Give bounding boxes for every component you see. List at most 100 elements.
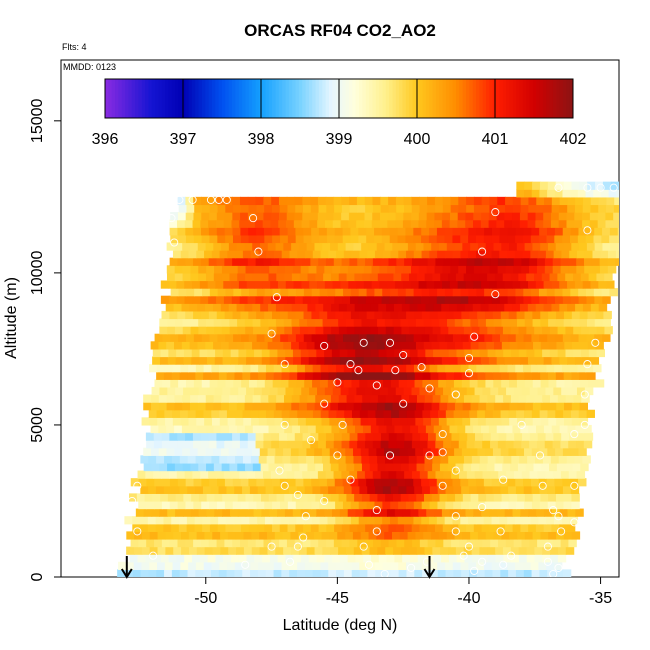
- sample-point: [623, 263, 630, 270]
- heatmap-cell: [556, 531, 565, 540]
- heatmap-cell: [281, 569, 290, 577]
- heatmap-cell: [409, 348, 419, 358]
- heatmap-cell: [290, 531, 299, 540]
- heatmap-cell: [501, 242, 510, 251]
- heatmap-cell: [351, 250, 361, 259]
- heatmap-cell: [504, 212, 513, 221]
- heatmap-cell: [544, 440, 554, 449]
- heatmap-cell: [365, 523, 374, 532]
- heatmap-cell: [413, 478, 422, 487]
- heatmap-cell: [360, 417, 370, 426]
- heatmap-cell: [377, 272, 387, 282]
- heatmap-cell: [432, 546, 441, 555]
- heatmap-cell: [377, 326, 387, 335]
- heatmap-cell: [404, 470, 413, 479]
- heatmap-cell: [192, 280, 201, 289]
- heatmap-cell: [169, 310, 178, 320]
- heatmap-cell: [253, 265, 262, 274]
- heatmap-cell: [307, 394, 316, 403]
- heatmap-cell: [275, 242, 284, 251]
- heatmap-cell: [278, 219, 287, 228]
- heatmap-cell: [294, 470, 303, 479]
- heatmap-cell: [159, 326, 168, 335]
- heatmap-cell: [407, 447, 416, 456]
- heatmap-cell: [532, 318, 541, 327]
- sample-point: [133, 390, 142, 399]
- heatmap-cell: [374, 478, 383, 487]
- flights-annotation: Flts: 4: [62, 42, 87, 52]
- heatmap-cell: [418, 508, 427, 517]
- heatmap-cell: [240, 234, 250, 244]
- heatmap-cell: [387, 356, 396, 365]
- heatmap-cell: [442, 523, 452, 532]
- heatmap-cell: [522, 561, 532, 570]
- heatmap-cell: [285, 356, 294, 365]
- heatmap-cell: [487, 394, 496, 403]
- heatmap-cell: [298, 531, 307, 540]
- heatmap-cell: [575, 508, 584, 517]
- heatmap-cell: [455, 341, 464, 350]
- heatmap-cell: [414, 379, 423, 388]
- heatmap-cell: [232, 538, 241, 548]
- heatmap-cell: [143, 394, 152, 403]
- heatmap-cell: [595, 379, 605, 388]
- heatmap-cell: [319, 379, 329, 388]
- heatmap-cell: [383, 379, 392, 388]
- heatmap-cell: [600, 189, 610, 198]
- heatmap-cell: [405, 500, 415, 510]
- heatmap-cell: [598, 303, 608, 312]
- heatmap-cell: [529, 470, 539, 479]
- heatmap-cell: [216, 257, 225, 266]
- heatmap-cell: [483, 234, 493, 244]
- heatmap-cell: [417, 554, 427, 563]
- heatmap-cell: [213, 424, 222, 434]
- heatmap-cell: [301, 554, 310, 563]
- heatmap-cell: [431, 493, 441, 502]
- heatmap-cell: [458, 196, 467, 206]
- heatmap-cell: [262, 280, 271, 289]
- heatmap-cell: [481, 212, 490, 221]
- heatmap-cell: [209, 333, 218, 342]
- heatmap-cell: [562, 478, 571, 487]
- sample-point: [438, 448, 447, 457]
- heatmap-cell: [168, 554, 178, 563]
- heatmap-cell: [248, 500, 257, 510]
- heatmap-cell: [381, 234, 391, 244]
- heatmap-cell: [516, 181, 525, 190]
- heatmap-cell: [248, 234, 258, 244]
- heatmap-cell: [426, 356, 435, 365]
- heatmap-cell: [223, 554, 232, 563]
- heatmap-cell: [350, 500, 360, 510]
- heatmap-cell: [476, 561, 485, 570]
- heatmap-cell: [464, 554, 473, 563]
- colorbar-swatch: [158, 79, 163, 118]
- heatmap-cell: [548, 402, 557, 411]
- heatmap-cell: [176, 470, 186, 479]
- heatmap-cell: [355, 508, 365, 517]
- heatmap-cell: [298, 546, 308, 555]
- sample-point: [241, 560, 250, 569]
- heatmap-cell: [405, 333, 415, 342]
- heatmap-cell: [219, 409, 228, 418]
- heatmap-cell: [423, 242, 432, 251]
- heatmap-cell: [285, 348, 294, 358]
- heatmap-cell: [176, 280, 185, 289]
- heatmap-cell: [273, 561, 283, 570]
- heatmap-cell: [248, 204, 257, 213]
- heatmap-cell: [373, 295, 383, 304]
- heatmap-cell: [408, 402, 417, 411]
- heatmap-cell: [622, 204, 630, 212]
- heatmap-cell: [468, 333, 478, 342]
- heatmap-cell: [421, 364, 431, 373]
- heatmap-cell: [548, 417, 557, 426]
- colorbar-swatch: [298, 79, 303, 118]
- heatmap-cell: [242, 409, 251, 418]
- heatmap-cell: [221, 318, 230, 327]
- heatmap-cell: [154, 478, 163, 487]
- heatmap-cell: [449, 424, 458, 434]
- heatmap-cell: [345, 318, 355, 327]
- heatmap-cell: [311, 234, 320, 244]
- colorbar-swatch: [151, 79, 156, 118]
- heatmap-cell: [270, 280, 279, 289]
- heatmap-cell: [551, 303, 560, 312]
